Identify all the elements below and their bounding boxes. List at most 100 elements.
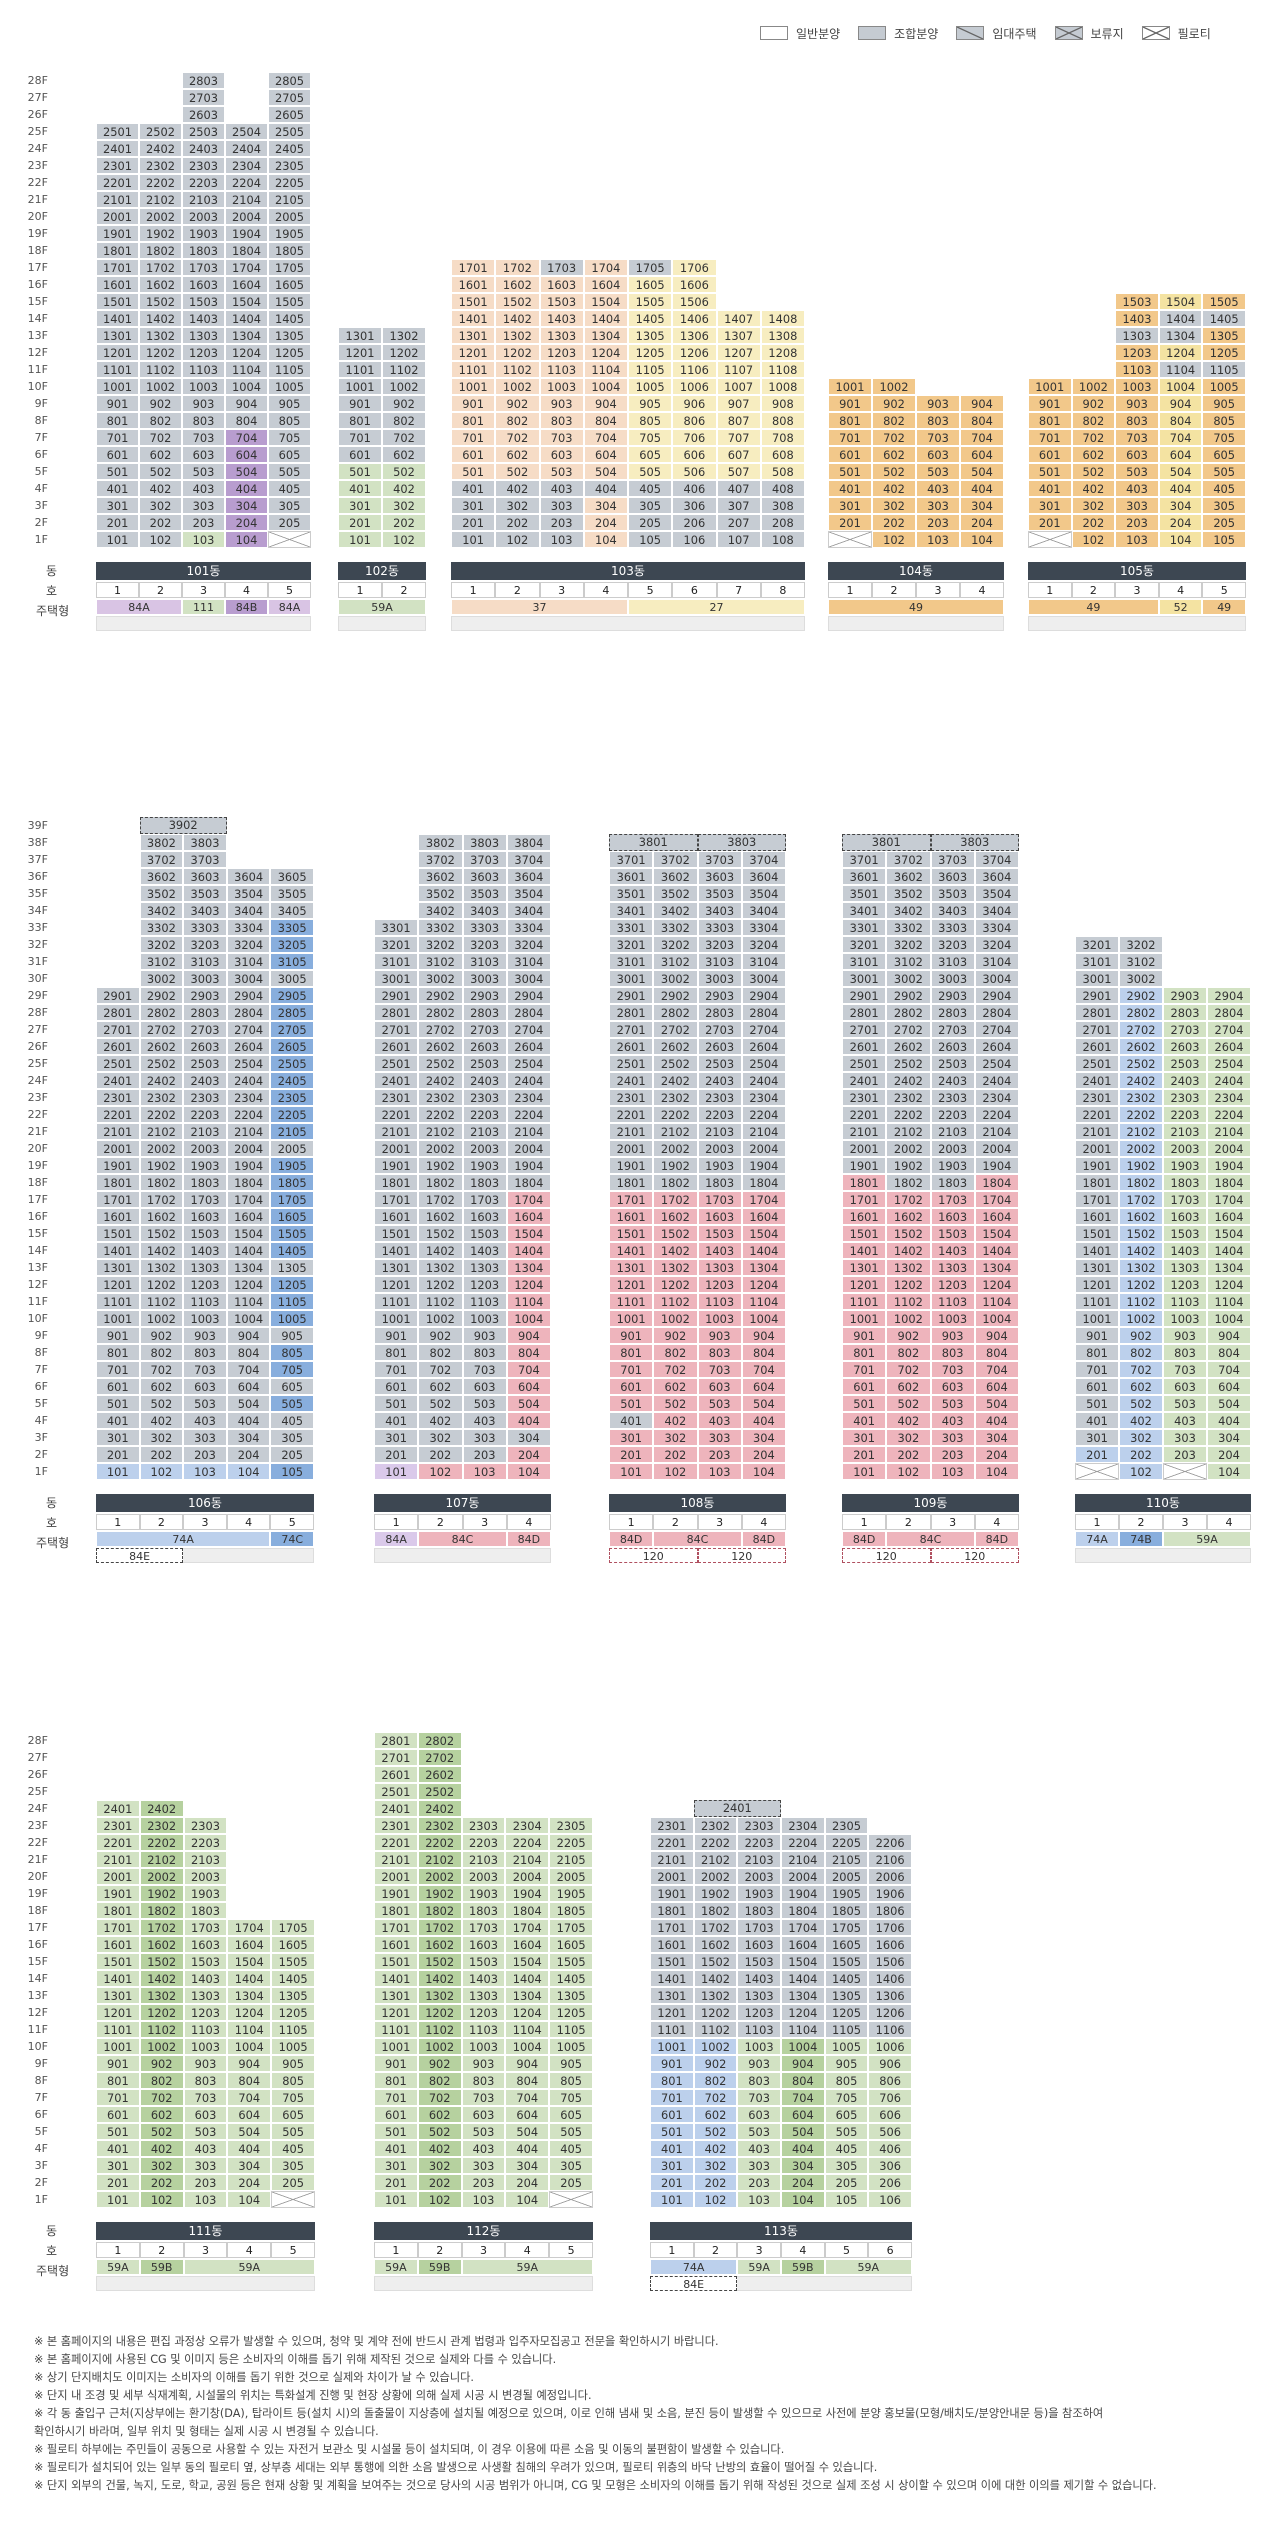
unit-cell[interactable]: 2903	[1163, 987, 1207, 1004]
unit-cell[interactable]: 3103	[697, 953, 742, 970]
unit-cell[interactable]: 1603	[697, 1208, 742, 1225]
unit-cell[interactable]: 104	[225, 531, 268, 548]
unit-cell[interactable]: 204	[974, 1446, 1019, 1463]
unit-cell[interactable]: 2102	[693, 1851, 738, 1868]
unit-cell[interactable]: 1701	[842, 1191, 887, 1208]
unit-cell[interactable]: 3603	[462, 868, 507, 885]
unit-cell[interactable]: 702	[418, 1361, 463, 1378]
unit-cell[interactable]: 2204	[741, 1106, 786, 1123]
unit-cell[interactable]: 1201	[338, 344, 382, 361]
unit-cell[interactable]: 802	[872, 412, 916, 429]
unit-cell[interactable]: 1602	[139, 276, 182, 293]
unit-cell[interactable]: 103	[462, 1463, 507, 1480]
unit-cell[interactable]: 2802	[886, 1004, 931, 1021]
unit-cell[interactable]: 1405	[628, 310, 673, 327]
unit-cell[interactable]: 2601	[96, 1038, 140, 1055]
unit-cell[interactable]: 1602	[418, 1208, 463, 1225]
unit-cell[interactable]: 3101	[374, 953, 419, 970]
unit-cell[interactable]: 2304	[506, 1089, 551, 1106]
unit-cell[interactable]: 1103	[461, 2021, 506, 2038]
unit-cell[interactable]: 905	[549, 2055, 593, 2072]
unit-cell[interactable]: 1403	[461, 1970, 506, 1987]
unit-cell[interactable]: 802	[1071, 412, 1116, 429]
unit-cell[interactable]: 2801	[842, 1004, 887, 1021]
unit-cell[interactable]: 1801	[96, 1174, 140, 1191]
unit-cell[interactable]: 1307	[716, 327, 761, 344]
unit-cell[interactable]: 1703	[697, 1191, 742, 1208]
unit-cell[interactable]: 1104	[505, 2021, 550, 2038]
unit-cell[interactable]: 1302	[1119, 1259, 1163, 1276]
unit-cell[interactable]: 804	[583, 412, 628, 429]
unit-cell[interactable]: 2004	[741, 1140, 786, 1157]
unit-cell[interactable]: 1804	[781, 1902, 825, 1919]
unit-cell[interactable]: 103	[183, 1463, 227, 1480]
unit-cell[interactable]: 801	[842, 1344, 887, 1361]
unit-cell[interactable]: 3203	[697, 936, 742, 953]
unit-cell[interactable]: 1604	[583, 276, 628, 293]
unit-cell[interactable]: 3702	[653, 851, 698, 868]
unit-cell[interactable]: 2403	[1163, 1072, 1207, 1089]
unit-cell[interactable]: 2703	[182, 89, 225, 106]
unit-cell[interactable]: 604	[225, 446, 268, 463]
unit-cell[interactable]: 803	[183, 1344, 227, 1361]
unit-cell[interactable]: 2002	[886, 1140, 931, 1157]
unit-cell[interactable]: 3104	[226, 953, 271, 970]
unit-cell[interactable]: 3501	[609, 885, 654, 902]
unit-cell[interactable]: 903	[737, 2055, 781, 2072]
unit-cell[interactable]: 1505	[549, 1953, 593, 1970]
unit-cell[interactable]: 501	[374, 2123, 418, 2140]
unit-cell[interactable]: 3303	[462, 919, 507, 936]
unit-cell[interactable]: 2302	[139, 1817, 184, 1834]
unit-cell[interactable]: 601	[338, 446, 382, 463]
unit-cell[interactable]: 201	[1028, 514, 1072, 531]
unit-cell[interactable]: 1205	[824, 2004, 869, 2021]
unit-cell[interactable]: 2103	[1163, 1123, 1207, 1140]
unit-cell[interactable]: 1901	[374, 1157, 419, 1174]
unit-cell[interactable]: 1304	[505, 1987, 550, 2004]
unit-cell[interactable]: 2401	[609, 1072, 654, 1089]
unit-cell[interactable]: 1301	[338, 327, 382, 344]
unit-cell[interactable]: 502	[653, 1395, 698, 1412]
unit-cell[interactable]: 1203	[539, 344, 584, 361]
unit-cell[interactable]: 801	[609, 1344, 654, 1361]
unit-cell[interactable]: 1802	[418, 1174, 463, 1191]
unit-cell[interactable]: 1002	[886, 1310, 931, 1327]
unit-cell[interactable]: 302	[382, 497, 426, 514]
unit-cell[interactable]: 3001	[609, 970, 654, 987]
unit-cell[interactable]: 1303	[1163, 1259, 1207, 1276]
unit-cell[interactable]: 2501	[374, 1783, 418, 1800]
unit-cell[interactable]: 1704	[974, 1191, 1019, 1208]
unit-cell[interactable]: 1104	[506, 1293, 551, 1310]
unit-cell[interactable]: 1302	[886, 1259, 931, 1276]
unit-cell[interactable]: 1001	[338, 378, 382, 395]
unit-cell[interactable]: 1208	[760, 344, 805, 361]
unit-cell[interactable]: 601	[96, 1378, 140, 1395]
unit-cell[interactable]: 1404	[781, 1970, 825, 1987]
unit-cell[interactable]: 3003	[462, 970, 507, 987]
unit-cell[interactable]: 1102	[418, 1293, 463, 1310]
unit-cell[interactable]: 603	[916, 446, 960, 463]
unit-cell[interactable]: 1905	[549, 1885, 593, 1902]
unit-cell[interactable]: 1302	[693, 1987, 738, 2004]
unit-cell[interactable]: 1302	[139, 1259, 184, 1276]
unit-cell[interactable]: 303	[1163, 1429, 1207, 1446]
unit-cell[interactable]: 401	[374, 2140, 418, 2157]
unit-cell[interactable]: 402	[417, 2140, 462, 2157]
unit-cell[interactable]: 2804	[1207, 1004, 1251, 1021]
unit-cell[interactable]: 603	[183, 1378, 227, 1395]
unit-cell[interactable]: 305	[1202, 497, 1246, 514]
unit-cell[interactable]: 3803	[183, 834, 227, 851]
unit-cell[interactable]: 2006	[868, 1868, 912, 1885]
unit-cell[interactable]: 3301	[842, 919, 887, 936]
unit-cell[interactable]: 1902	[139, 1885, 184, 1902]
unit-cell[interactable]: 3201	[842, 936, 887, 953]
unit-cell[interactable]: 204	[227, 2174, 272, 2191]
unit-cell[interactable]: 2502	[886, 1055, 931, 1072]
unit-cell[interactable]: 301	[96, 2157, 140, 2174]
unit-cell[interactable]: 2805	[268, 72, 311, 89]
unit-cell[interactable]: 803	[916, 412, 960, 429]
unit-cell[interactable]: 405	[549, 2140, 593, 2157]
unit-cell[interactable]: 2501	[842, 1055, 887, 1072]
unit-cell[interactable]: 1801	[374, 1902, 418, 1919]
unit-cell[interactable]: 1103	[697, 1293, 742, 1310]
